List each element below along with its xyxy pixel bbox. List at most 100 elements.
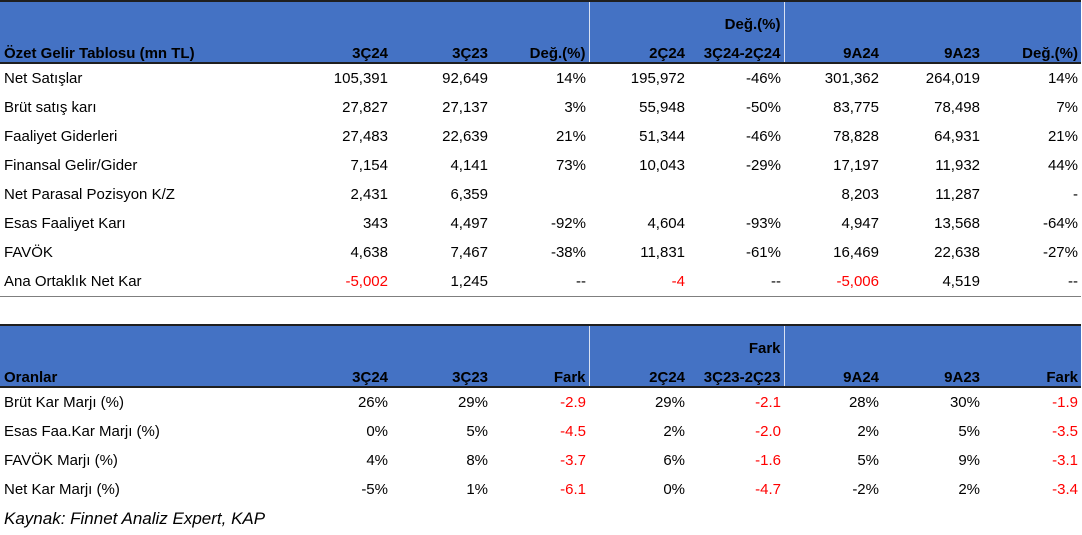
header-change: Değ.(%) xyxy=(491,33,589,64)
table-cell: 14% xyxy=(1047,70,1078,87)
table-cell: 5% xyxy=(466,423,488,440)
income-statement-table: Değ.(%) Özet Gelir Tablosu (mn TL) 3Ç24 … xyxy=(0,0,1081,297)
table-cell: -2.1 xyxy=(755,394,781,411)
table-cell: 0% xyxy=(366,423,388,440)
header-9m24: 9A24 xyxy=(783,357,882,388)
table-cell: -29% xyxy=(745,157,781,174)
table-cell: 13,568 xyxy=(934,215,980,232)
table-cell xyxy=(589,180,688,209)
table-cell xyxy=(688,180,784,209)
table-cell: -1.9 xyxy=(1052,394,1078,411)
row-label: FAVÖK Marjı (%) xyxy=(4,452,118,469)
table-row: FAVÖK 4,638 7,467 -38% 11,831 -61% 16,469 22,63… xyxy=(0,238,1081,267)
table-cell: 3% xyxy=(564,99,586,116)
row-label: Net Kar Marjı (%) xyxy=(4,481,120,498)
table-cell: -- xyxy=(688,267,784,297)
header-diff-label: Fark xyxy=(688,324,784,357)
table-cell: -46% xyxy=(745,128,781,145)
row-label: Esas Faa.Kar Marjı (%) xyxy=(4,423,160,440)
table-cell: 9% xyxy=(958,452,980,469)
table-cell: 6% xyxy=(663,452,685,469)
table-cell: -50% xyxy=(745,99,781,116)
table-cell: -46% xyxy=(745,70,781,87)
table-cell: -- xyxy=(491,267,589,297)
table-cell: 8% xyxy=(466,452,488,469)
table-cell: 4,604 xyxy=(647,215,685,232)
table-cell: -93% xyxy=(745,215,781,232)
table-cell: -2% xyxy=(852,481,879,498)
table-cell: -4 xyxy=(589,267,688,297)
row-label: Ana Ortaklık Net Kar xyxy=(0,267,286,297)
table-cell: 4,497 xyxy=(450,215,488,232)
table-cell: 14% xyxy=(555,70,586,87)
table-cell: -6.1 xyxy=(560,481,586,498)
table-title: Oranlar xyxy=(0,357,286,388)
table-cell: 8,203 xyxy=(841,186,879,203)
table-cell: -1.6 xyxy=(755,452,781,469)
header-3q23: 3Ç23 xyxy=(391,33,491,64)
table-cell xyxy=(491,180,589,209)
table-cell: 22,639 xyxy=(442,128,488,145)
table-cell: 21% xyxy=(555,128,586,145)
table-cell: 2% xyxy=(857,423,879,440)
row-label: Net Satışlar xyxy=(4,70,83,87)
table-cell: -2.0 xyxy=(755,423,781,440)
table-cell: 16,469 xyxy=(833,244,879,261)
table-cell: 10,043 xyxy=(639,157,685,174)
table-cell: 44% xyxy=(1047,157,1078,174)
table-cell: 27,483 xyxy=(342,128,388,145)
header-9m23: 9A23 xyxy=(882,33,983,64)
table-cell: 6,359 xyxy=(450,186,488,203)
table-cell: 28% xyxy=(848,394,879,411)
table-cell: 78,828 xyxy=(833,128,879,145)
table-row: Brüt Kar Marjı (%) 26% 29% -2.9 29% -2.1 28% 30… xyxy=(0,387,1081,417)
row-label: Faaliyet Giderleri xyxy=(4,128,118,145)
table-cell: 0% xyxy=(663,481,685,498)
source-note: Kaynak: Finnet Analiz Expert, KAP xyxy=(4,509,266,528)
table-cell: 11,831 xyxy=(640,244,685,261)
table-cell: -5,002 xyxy=(286,267,391,297)
table-cell: 1% xyxy=(466,481,488,498)
table-row: Net Satışlar 105,391 92,649 14% 195,972 -46% 3… xyxy=(0,63,1081,93)
table-cell: 195,972 xyxy=(630,70,685,87)
row-label: Brüt satış karı xyxy=(4,99,97,116)
table-row: Brüt satış karı 27,827 27,137 3% 55,948 -50% 8… xyxy=(0,93,1081,122)
header-diff-label: Değ.(%) xyxy=(688,0,784,33)
table-cell: 4,638 xyxy=(350,244,388,261)
table-cell: 51,344 xyxy=(639,128,685,145)
table-cell: 27,137 xyxy=(442,99,488,116)
header-3q24: 3Ç24 xyxy=(286,33,391,64)
table-cell: 2% xyxy=(958,481,980,498)
table-cell: 17,197 xyxy=(833,157,879,174)
table-row: Ana Ortaklık Net Kar -5,002 1,245 -- -4 -- -5,… xyxy=(0,267,1081,297)
table-cell: 26% xyxy=(357,394,388,411)
header-3q23: 3Ç23 xyxy=(391,357,491,388)
table-cell: 4,141 xyxy=(450,157,488,174)
table-cell: -4.5 xyxy=(560,423,586,440)
table-cell: -64% xyxy=(1042,215,1078,232)
table-cell: 7,467 xyxy=(450,244,488,261)
table-cell: -5,006 xyxy=(784,267,882,297)
header-9m24: 9A24 xyxy=(783,33,882,64)
table-cell: -3.7 xyxy=(560,452,586,469)
row-label: Brüt Kar Marjı (%) xyxy=(4,394,125,411)
table-cell: 343 xyxy=(362,215,388,232)
table-cell: - xyxy=(1073,186,1078,203)
table-cell: 7% xyxy=(1056,99,1078,116)
table-cell: -3.5 xyxy=(1052,423,1078,440)
table-cell: -5% xyxy=(361,481,388,498)
table-row: Finansal Gelir/Gider 7,154 4,141 73% 10,043 -… xyxy=(0,151,1081,180)
table-cell: 5% xyxy=(958,423,980,440)
header-9m23: 9A23 xyxy=(882,357,983,388)
table-cell: 4% xyxy=(366,452,388,469)
table-row: Esas Faa.Kar Marjı (%) 0% 5% -4.5 2% -2.0 2% 5%… xyxy=(0,417,1081,446)
table-cell: 27,827 xyxy=(342,99,388,116)
table-cell: -27% xyxy=(1042,244,1078,261)
table-cell: 73% xyxy=(555,157,586,174)
table-cell: 4,519 xyxy=(882,267,983,297)
table-row: FAVÖK Marjı (%) 4% 8% -3.7 6% -1.6 5% 9% -3.1 xyxy=(0,446,1081,475)
ratios-table: Fark Oranlar 3Ç24 3Ç23 Fark 2Ç24 3Ç23-2Ç… xyxy=(0,324,1081,504)
table-cell: 22,638 xyxy=(934,244,980,261)
row-label: FAVÖK xyxy=(4,244,53,261)
table-cell: 64,931 xyxy=(934,128,980,145)
